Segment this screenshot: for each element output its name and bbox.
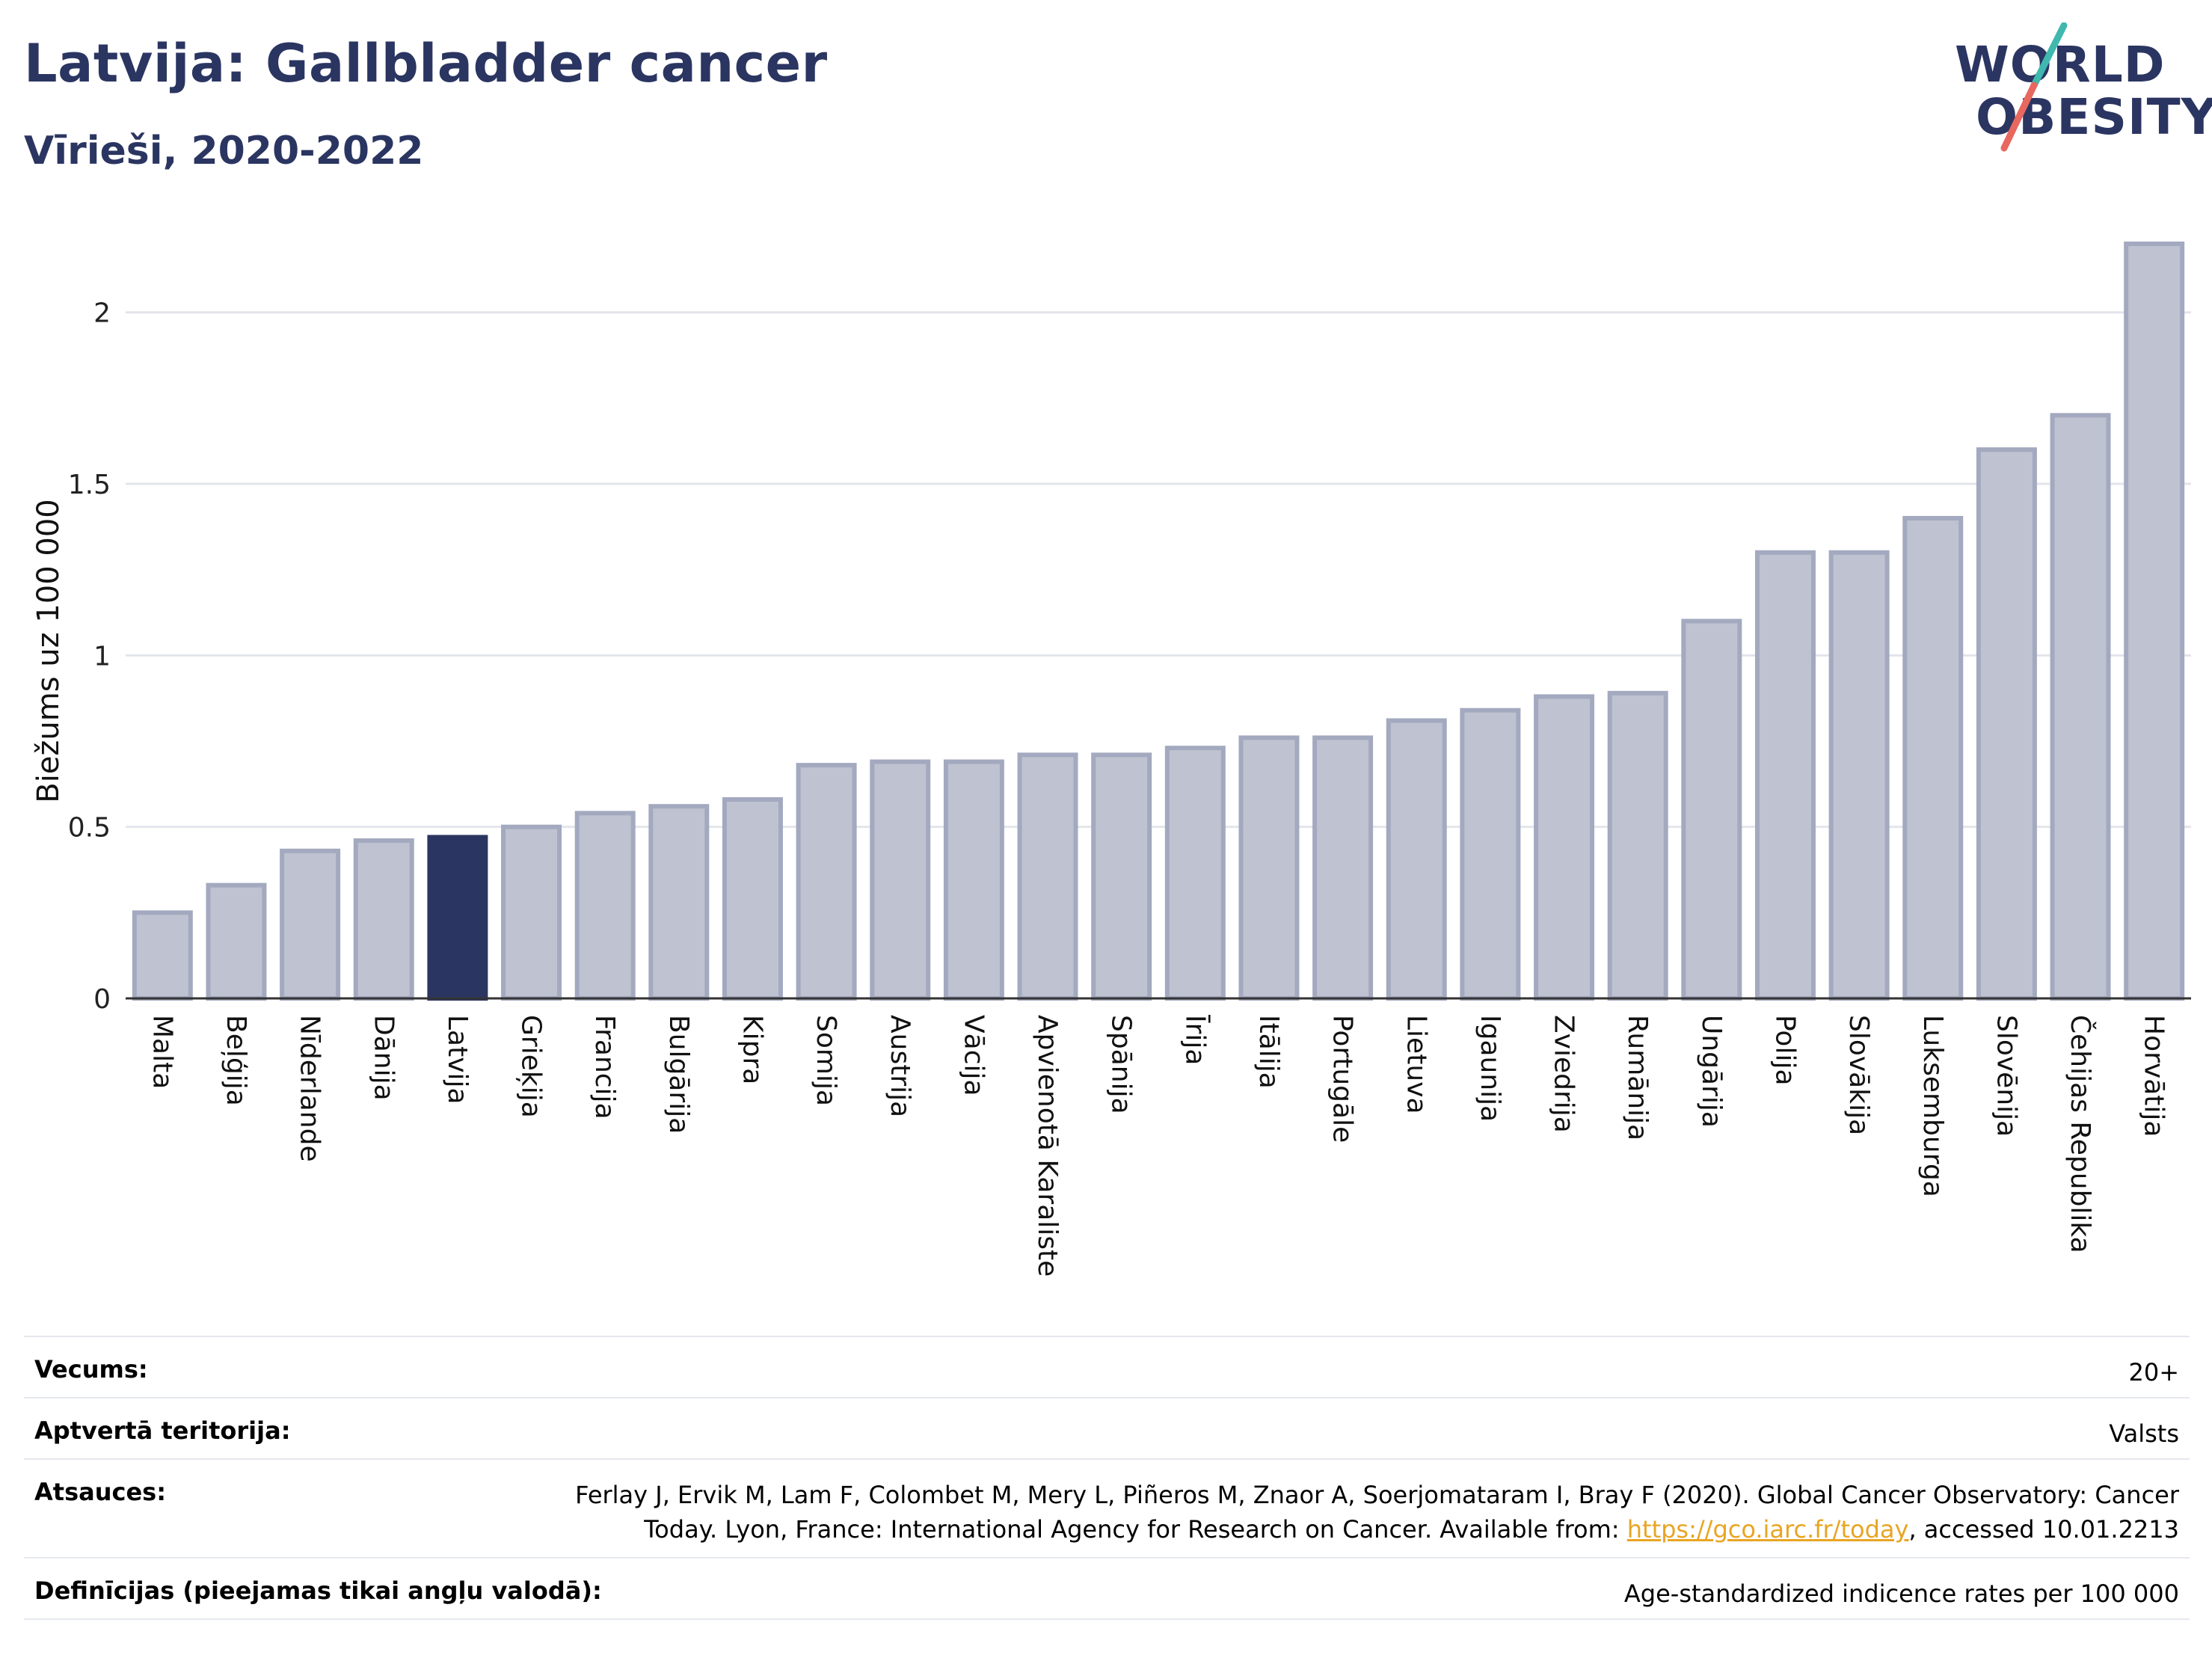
x-tick-label: Beļģija xyxy=(221,1015,251,1106)
logo-slash-icon xyxy=(2000,22,2068,152)
x-tick-label: Latvija xyxy=(442,1015,473,1105)
bar-18 xyxy=(1460,707,1521,1001)
age-label: Vecums: xyxy=(34,1355,148,1384)
references-link[interactable]: https://gco.iarc.fr/today xyxy=(1626,1515,1909,1544)
bar-16 xyxy=(1312,735,1374,1001)
bar-3 xyxy=(353,838,414,1001)
x-tick-label: Apvienotā Karaliste xyxy=(1032,1015,1063,1277)
coverage-value: Valsts xyxy=(2109,1419,2179,1448)
x-tick-label: Kipra xyxy=(737,1015,767,1084)
bar-19 xyxy=(1534,694,1595,1001)
bar-21 xyxy=(1681,618,1742,1001)
bar-5 xyxy=(501,824,562,1001)
references-label: Atsauces: xyxy=(34,1478,166,1506)
bars xyxy=(132,242,2185,1001)
y-axis-label: Biežums uz 100 000 xyxy=(31,499,66,803)
x-tick-label: Rumānija xyxy=(1622,1015,1653,1140)
x-tick-label: Malta xyxy=(147,1015,177,1089)
y-tick-label: 1.5 xyxy=(68,470,111,500)
bar-7 xyxy=(648,804,710,1001)
bar-13 xyxy=(1091,752,1152,1001)
bar-20 xyxy=(1607,690,1668,1001)
x-tick-label: Zviedrija xyxy=(1549,1015,1579,1133)
x-tick-label: Spānija xyxy=(1106,1015,1137,1114)
x-tick-label: Grieķija xyxy=(516,1015,547,1118)
x-tick-label: Slovākija xyxy=(1843,1015,1874,1135)
bar-12 xyxy=(1017,752,1078,1001)
x-tick-label: Slovēnija xyxy=(1991,1015,2021,1137)
x-tick-label: Francija xyxy=(589,1015,620,1120)
meta-row-references: Atsauces: Ferlay J, Ervik M, Lam F, Colo… xyxy=(24,1458,2190,1557)
bar-15 xyxy=(1238,735,1300,1001)
x-tick-label: Vācija xyxy=(958,1015,989,1096)
x-tick-label: Horvātija xyxy=(2139,1015,2169,1137)
x-tick-label: Bulgārija xyxy=(663,1015,694,1134)
references-accessed: , accessed 10.01.2213 xyxy=(1908,1515,2179,1544)
y-tick-label: 1 xyxy=(93,641,111,672)
bar-9 xyxy=(796,763,857,1001)
meta-row-coverage: Aptvertā teritorija: Valsts xyxy=(24,1397,2190,1458)
y-tick-label: 2 xyxy=(93,298,111,329)
x-tick-label: Polija xyxy=(1769,1015,1800,1086)
references-value: Ferlay J, Ervik M, Lam F, Colombet M, Me… xyxy=(534,1478,2179,1547)
x-tick-label: Portugāle xyxy=(1327,1015,1358,1143)
x-tick-label: Dānija xyxy=(368,1015,399,1101)
y-tick-labels: 0 0.5 1 1.5 2 xyxy=(68,298,111,1015)
definitions-value: Age-standardized indicence rates per 100… xyxy=(1623,1579,2179,1608)
logo-line-2: OBESITY xyxy=(1976,88,2212,146)
bar-25 xyxy=(1976,447,2037,1001)
coverage-label: Aptvertā teritorija: xyxy=(34,1416,291,1445)
chart-title: Latvija: Gallbladder cancer xyxy=(24,33,828,94)
meta-row-age: Vecums: 20+ xyxy=(24,1336,2190,1397)
bar-2 xyxy=(280,848,341,1001)
x-tick-label: Ungārija xyxy=(1696,1015,1727,1128)
logo-line-1: WORLD xyxy=(1955,36,2166,93)
definitions-label: Definīcijas (pieejamas tikai angļu valod… xyxy=(34,1576,602,1605)
bar-22 xyxy=(1754,550,1816,1001)
bar-17 xyxy=(1386,718,1447,1001)
world-obesity-logo: WORLD OBESITY xyxy=(1944,22,2212,157)
bar-14 xyxy=(1164,746,1226,1001)
x-tick-label: Igaunija xyxy=(1475,1015,1505,1122)
bar-11 xyxy=(943,759,1004,1001)
x-tick-label: Čehijas Republika xyxy=(2065,1015,2096,1253)
x-tick-label: Itālija xyxy=(1253,1015,1284,1089)
x-tick-label: Luksemburga xyxy=(1917,1015,1948,1197)
bar-0 xyxy=(132,910,193,1001)
chart-subtitle: Vīrieši, 2020-2022 xyxy=(24,129,424,174)
bar-10 xyxy=(870,759,931,1001)
bar-chart: 0 0.5 1 1.5 2 Malta Beļģija Nīderlande Dānija La… xyxy=(31,242,2191,1277)
bar-23 xyxy=(1828,550,1890,1001)
x-tick-label: Austrija xyxy=(885,1015,915,1117)
x-tick-label: Nīderlande xyxy=(295,1015,325,1162)
bar-8 xyxy=(722,796,783,1001)
bar-24 xyxy=(1902,515,1964,1001)
y-tick-label: 0.5 xyxy=(68,813,111,844)
x-tick-label: Somija xyxy=(811,1015,841,1106)
bar-1 xyxy=(206,882,267,1001)
bar-4 xyxy=(427,835,488,1001)
meta-row-definitions: Definīcijas (pieejamas tikai angļu valod… xyxy=(24,1557,2190,1620)
x-tick-label: Īrija xyxy=(1179,1015,1210,1065)
bar-26 xyxy=(2050,413,2111,1001)
x-tick-labels: Malta Beļģija Nīderlande Dānija Latvija Grieķ… xyxy=(147,1015,2169,1277)
metadata-table: Vecums: 20+ Aptvertā teritorija: Valsts … xyxy=(24,1336,2190,1620)
x-tick-label: Lietuva xyxy=(1401,1015,1431,1114)
y-tick-label: 0 xyxy=(93,984,111,1015)
age-value: 20+ xyxy=(2128,1358,2179,1387)
bar-27 xyxy=(2124,242,2185,1001)
references-text: Ferlay J, Ervik M, Lam F, Colombet M, Me… xyxy=(575,1481,2179,1544)
bar-6 xyxy=(574,811,636,1001)
